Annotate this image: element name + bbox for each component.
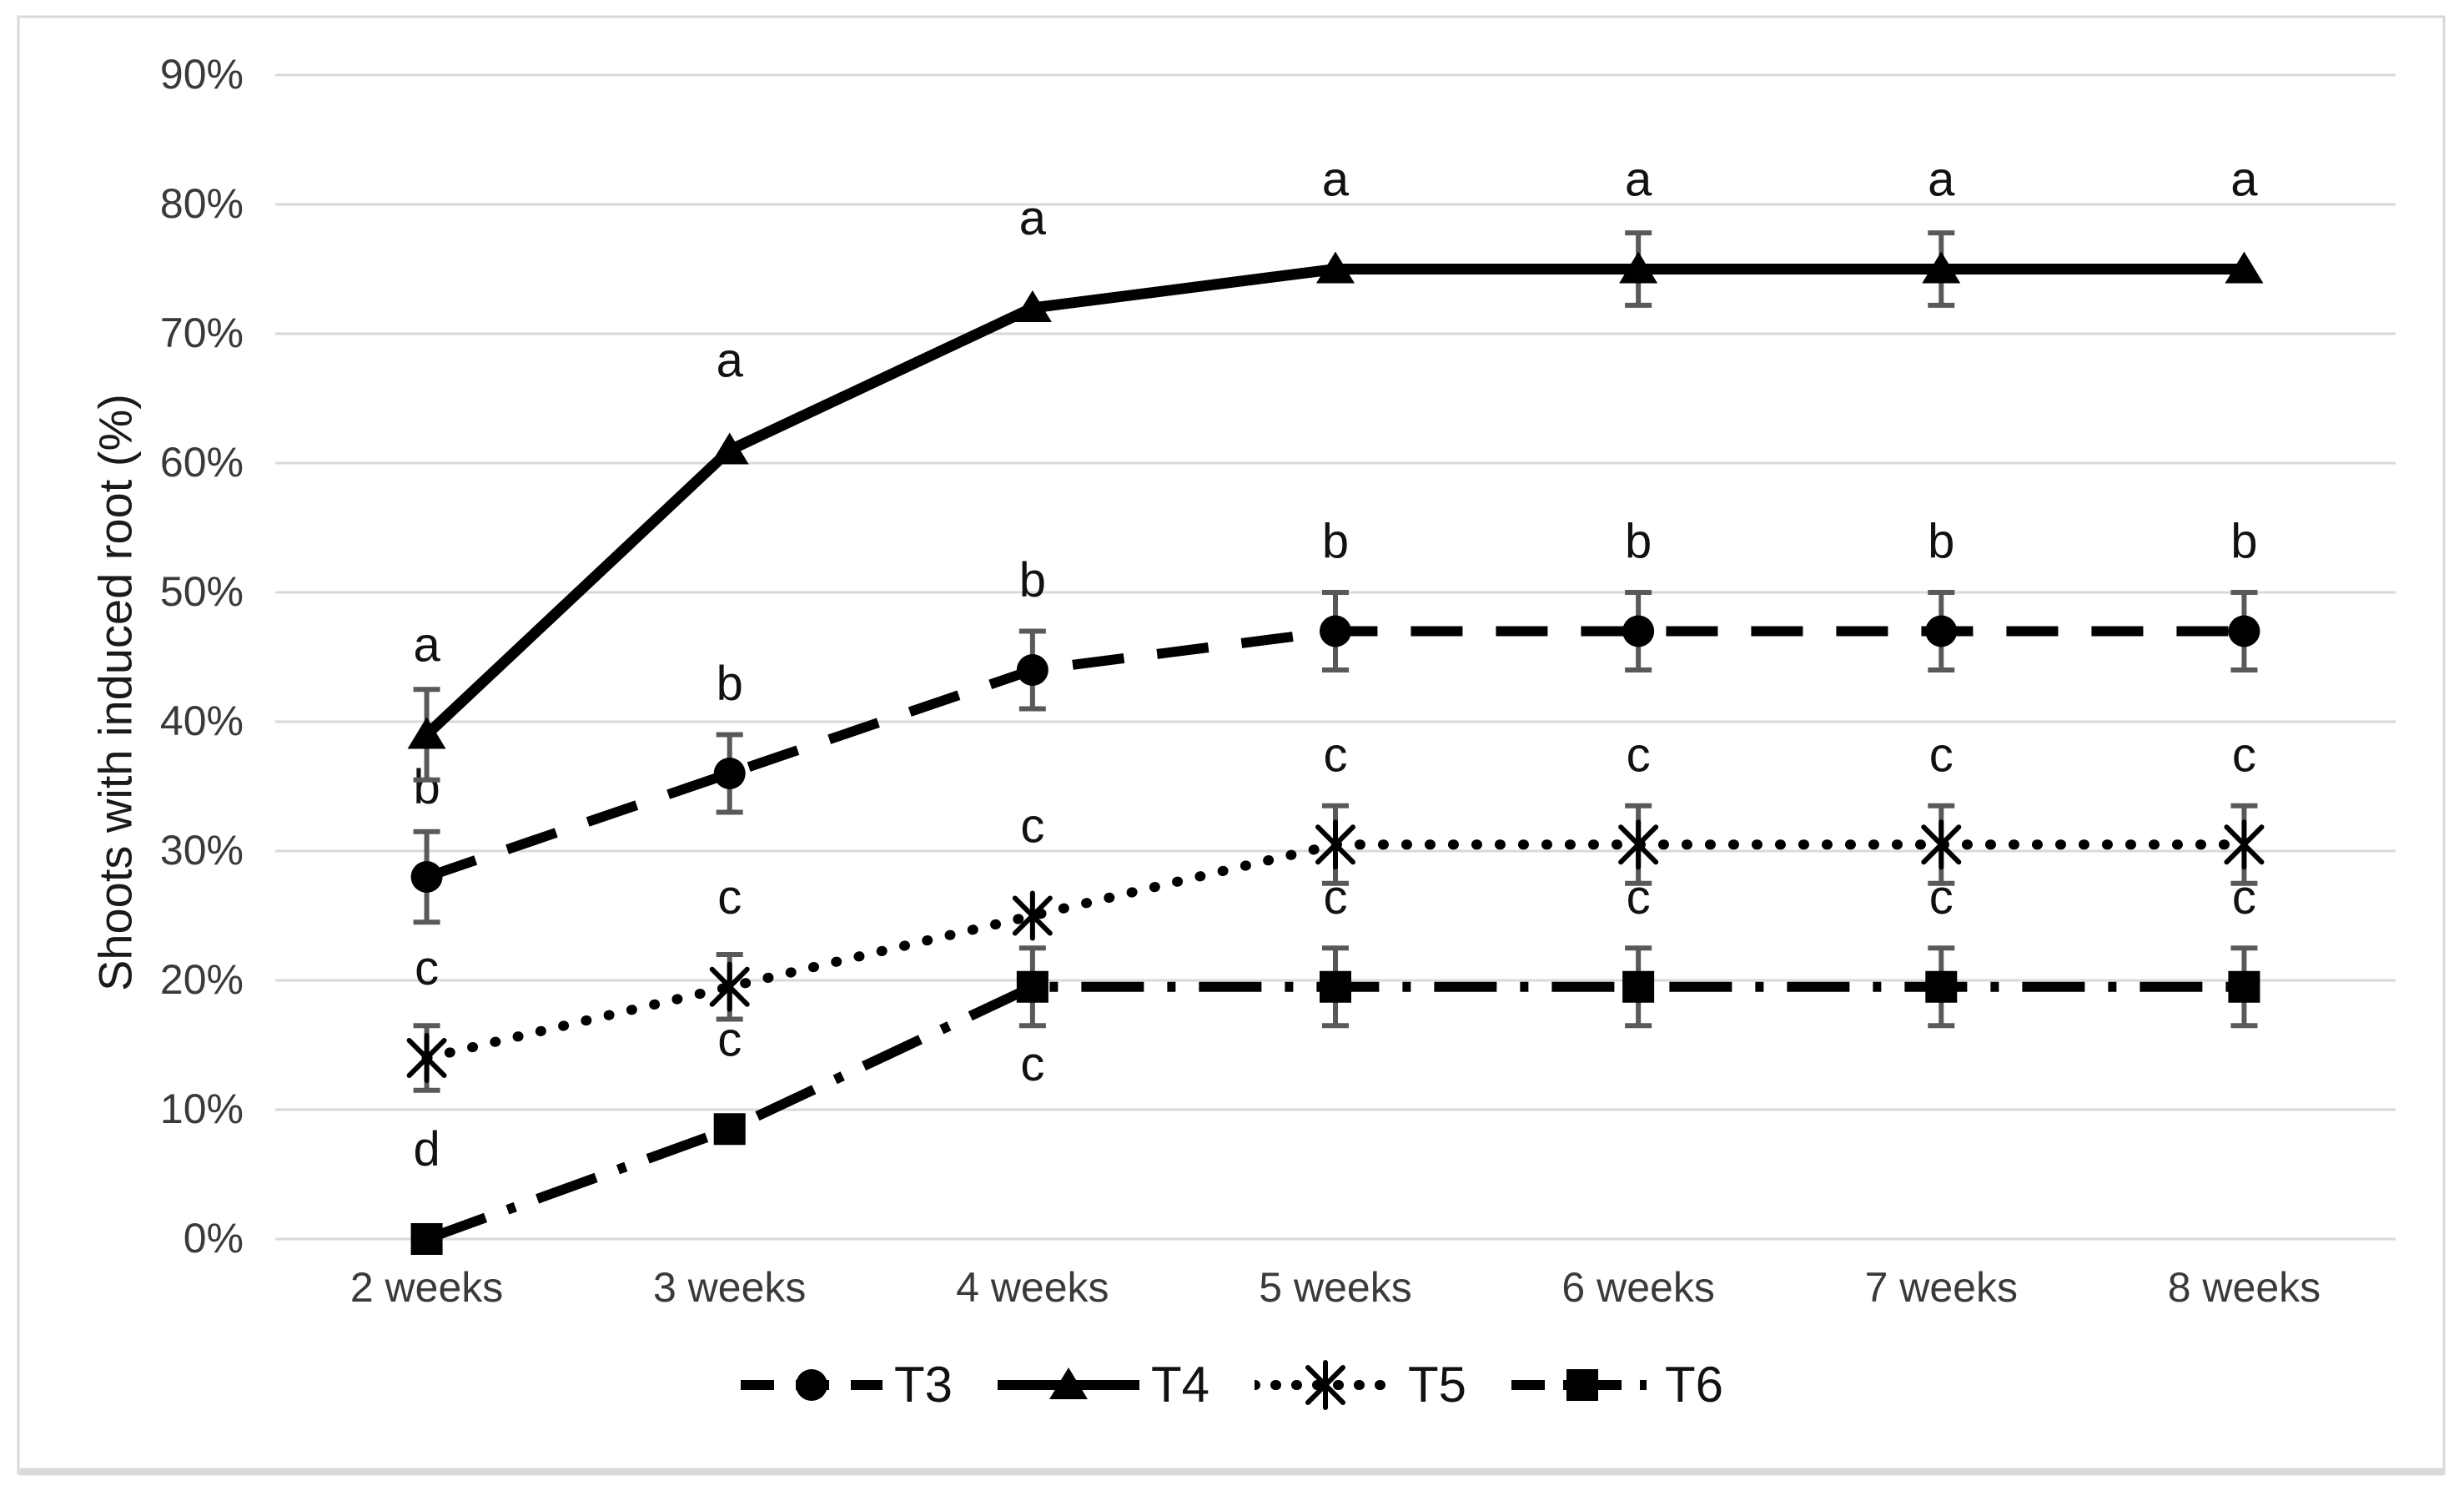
svg-text:a: a (717, 334, 744, 388)
svg-text:a: a (1625, 153, 1652, 207)
svg-text:70%: 70% (160, 310, 244, 356)
legend-label-t5: T5 (1408, 1357, 1467, 1413)
svg-text:b: b (2230, 515, 2257, 569)
legend-item-t5: T5 (1255, 1360, 1466, 1410)
legend-label-t6: T6 (1665, 1357, 1724, 1413)
svg-text:c: c (1627, 728, 1651, 782)
svg-text:b: b (1322, 515, 1349, 569)
svg-text:4 weeks: 4 weeks (956, 1264, 1109, 1311)
svg-text:30%: 30% (160, 827, 244, 874)
legend-label-t3: T3 (893, 1357, 953, 1413)
svg-text:a: a (413, 618, 440, 672)
svg-text:b: b (1625, 515, 1652, 569)
svg-text:c: c (1020, 799, 1044, 854)
svg-text:a: a (1928, 153, 1955, 207)
svg-text:2 weeks: 2 weeks (350, 1264, 503, 1311)
svg-text:b: b (1928, 515, 1954, 569)
svg-text:80%: 80% (160, 180, 244, 227)
svg-text:7 weeks: 7 weeks (1865, 1264, 2018, 1311)
t3-line-circle-icon (740, 1369, 883, 1401)
svg-text:c: c (1929, 728, 1954, 782)
svg-text:3 weeks: 3 weeks (653, 1264, 806, 1311)
y-axis-title: Shoots with induced root (%) (88, 394, 142, 991)
svg-text:a: a (1019, 191, 1047, 245)
t5-line-asterisk-icon (1255, 1360, 1396, 1410)
svg-text:c: c (717, 870, 742, 924)
svg-text:40%: 40% (160, 698, 244, 744)
t6-line-square-icon (1511, 1369, 1654, 1401)
svg-text:a: a (2230, 153, 2258, 207)
svg-text:60%: 60% (160, 439, 244, 486)
svg-text:b: b (1019, 553, 1046, 607)
svg-text:5 weeks: 5 weeks (1259, 1264, 1411, 1311)
svg-text:0%: 0% (184, 1215, 244, 1262)
legend-item-t3: T3 (740, 1357, 953, 1413)
svg-text:c: c (1020, 1037, 1044, 1091)
svg-text:50%: 50% (160, 568, 244, 615)
svg-text:20%: 20% (160, 956, 244, 1003)
svg-text:8 weeks: 8 weeks (2168, 1264, 2321, 1311)
legend: T3 T4 T5 T6 (0, 1360, 2464, 1410)
svg-text:90%: 90% (160, 51, 244, 98)
legend-item-t4: T4 (997, 1357, 1209, 1413)
legend-item-t6: T6 (1511, 1360, 1723, 1410)
svg-text:d: d (413, 1122, 440, 1176)
svg-text:c: c (1324, 728, 1348, 782)
legend-label-t4: T4 (1150, 1357, 1209, 1413)
svg-text:c: c (415, 941, 439, 995)
svg-text:6 weeks: 6 weeks (1561, 1264, 1714, 1311)
svg-text:c: c (2232, 728, 2256, 782)
svg-text:a: a (1322, 153, 1350, 207)
svg-text:b: b (717, 657, 743, 711)
t4-line-triangle-icon (997, 1368, 1139, 1399)
svg-text:10%: 10% (160, 1085, 244, 1132)
